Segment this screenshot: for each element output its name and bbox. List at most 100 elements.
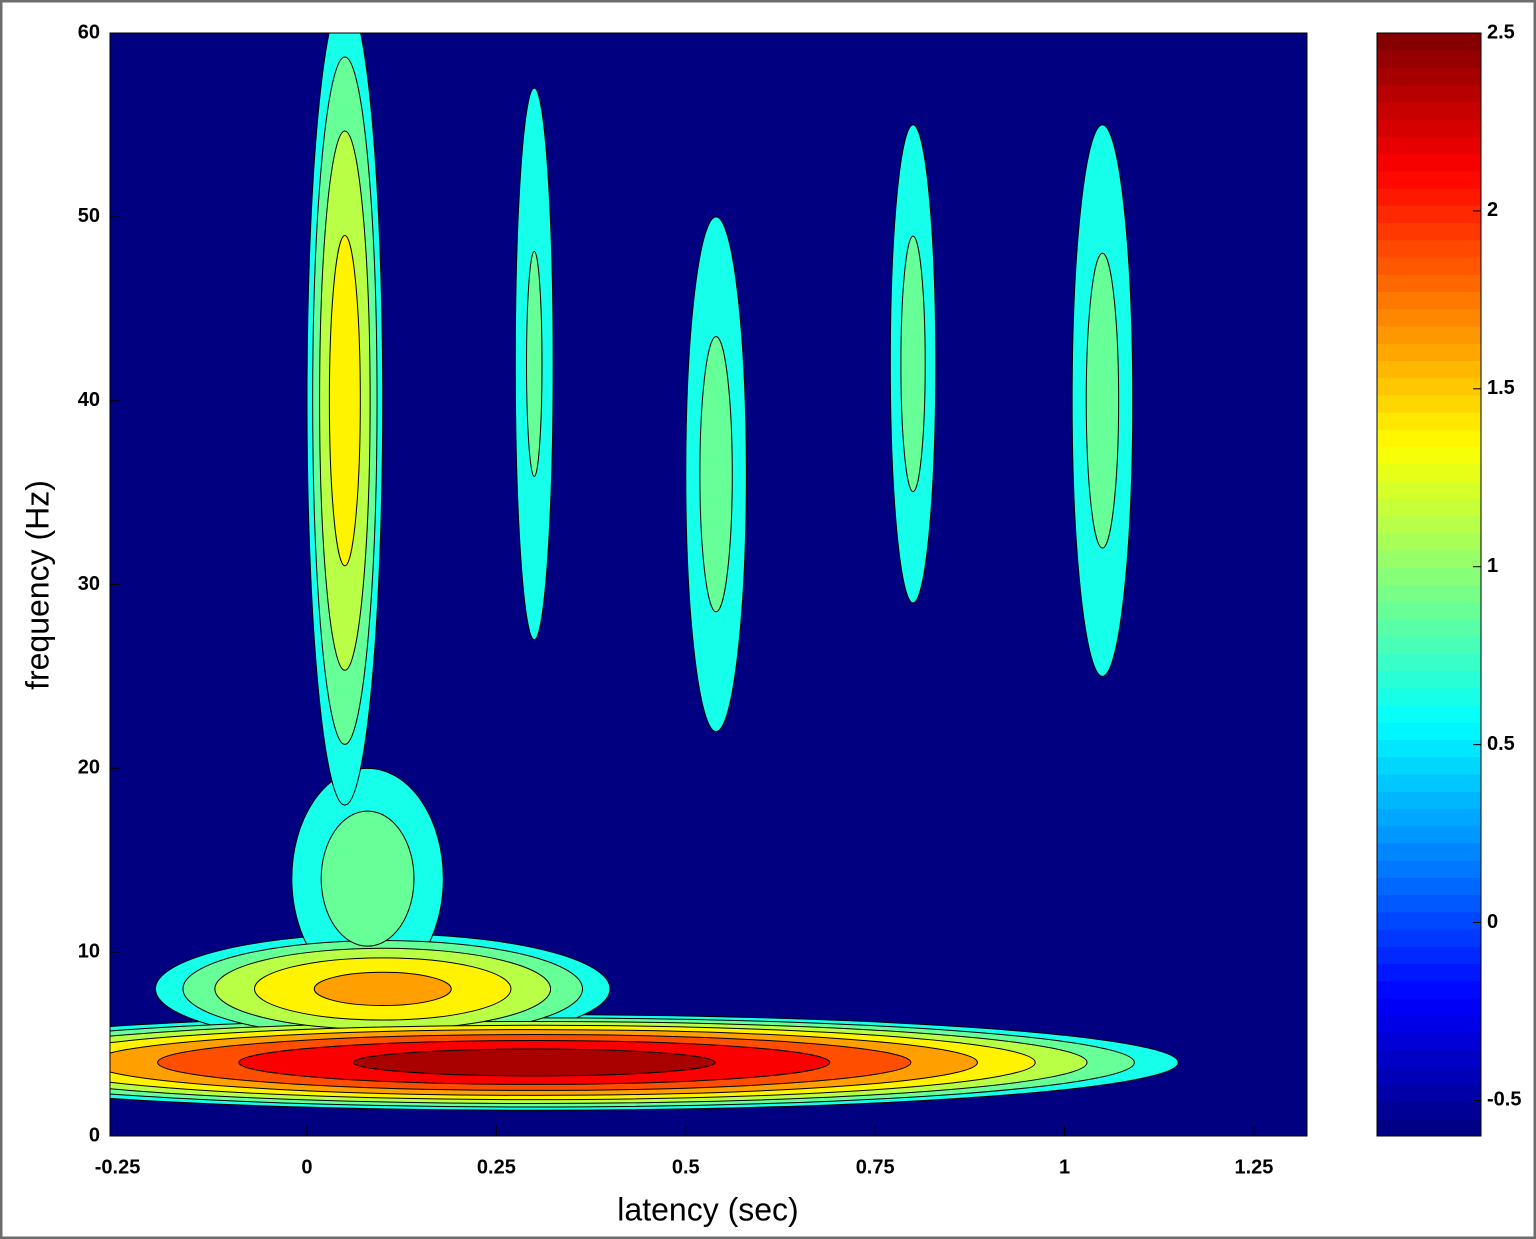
y-tick-label: 50: [78, 205, 100, 227]
colorbar-tick-label: 0: [1487, 911, 1498, 933]
colorbar-cell: [1377, 291, 1481, 310]
colorbar-cell: [1377, 946, 1481, 965]
colorbar-cell: [1377, 515, 1481, 534]
contour-region: [352, 1048, 716, 1077]
contour-region: [320, 810, 415, 947]
colorbar-cell: [1377, 808, 1481, 827]
y-tick-label: 60: [78, 21, 100, 43]
colorbar-cell: [1377, 101, 1481, 120]
colorbar-cell: [1377, 532, 1481, 551]
colorbar-cell: [1377, 188, 1481, 206]
contour-region: [328, 235, 361, 567]
x-tick-label: 0.25: [477, 1156, 516, 1178]
colorbar-cell: [1377, 929, 1481, 947]
colorbar-cell: [1377, 1118, 1481, 1137]
colorbar-cell: [1377, 825, 1481, 844]
y-axis-title: frequency (Hz): [19, 480, 55, 690]
contour-region: [313, 971, 452, 1007]
colorbar-cell: [1377, 343, 1481, 361]
colorbar-cell: [1377, 239, 1481, 258]
colorbar-frame: [1376, 32, 1482, 1137]
y-tick-label: 30: [78, 573, 100, 595]
colorbar-cell: [1377, 998, 1481, 1016]
x-tick-label: -0.25: [95, 1156, 141, 1178]
axes: -0.25 0 0.25 0.5 0.75 1 1.25 0 10 20 30 40 50 60: [78, 21, 1308, 1178]
contour-region: [900, 235, 926, 493]
colorbar-cell: [1377, 481, 1481, 499]
colorbar-cell: [1377, 722, 1481, 741]
colorbar-cell: [1377, 50, 1481, 68]
colorbar-cell: [1377, 894, 1481, 913]
x-tick-label: 1.25: [1234, 1156, 1273, 1178]
colorbar-cell: [1377, 1067, 1481, 1085]
colorbar-cell: [1377, 153, 1481, 172]
colorbar: -0.5 0 0.5 1 1.5 2 2.5: [1376, 21, 1521, 1137]
contour-region: [1085, 252, 1120, 549]
colorbar-tick-label: 1: [1487, 555, 1498, 577]
colorbar-cell: [1377, 412, 1481, 430]
colorbar-cell: [1377, 774, 1481, 792]
colorbar-cell: [1377, 1101, 1481, 1120]
x-tick-label: 0.75: [856, 1156, 895, 1178]
colorbar-cell: [1377, 205, 1481, 224]
colorbar-cell: [1377, 687, 1481, 706]
colorbar-cell: [1377, 308, 1481, 327]
colorbar-cell: [1377, 222, 1481, 241]
colorbar-cell: [1377, 1049, 1481, 1068]
colorbar-tick-label: 0.5: [1487, 733, 1515, 755]
x-tick-label: 0: [301, 1156, 312, 1178]
colorbar-cell: [1377, 618, 1481, 637]
colorbar-cell: [1377, 136, 1481, 155]
colorbar-cell: [1377, 601, 1481, 620]
colorbar-tick-label: 2: [1487, 199, 1498, 221]
colorbar-cell: [1377, 636, 1481, 654]
colorbar-cell: [1377, 33, 1481, 51]
colorbar-tick-label: 1.5: [1487, 377, 1515, 399]
colorbar-cell: [1377, 791, 1481, 810]
colorbar-cell: [1377, 498, 1481, 517]
y-tick-label: 40: [78, 389, 100, 411]
colorbar-cell: [1377, 1015, 1481, 1034]
colorbar-cell: [1377, 360, 1481, 379]
colorbar-cell: [1377, 877, 1481, 896]
y-tick-label: 0: [89, 1124, 100, 1146]
colorbar-cell: [1377, 1032, 1481, 1051]
colorbar-cell: [1377, 274, 1481, 293]
colorbar-cell: [1377, 84, 1481, 103]
colorbar-cell: [1377, 756, 1481, 775]
colorbar-cell: [1377, 653, 1481, 672]
colorbar-cell: [1377, 119, 1481, 137]
colorbar-cell: [1377, 567, 1481, 585]
contour-region: [526, 250, 543, 477]
colorbar-cell: [1377, 705, 1481, 723]
x-axis-title: latency (sec): [617, 1191, 798, 1227]
colorbar-cell: [1377, 170, 1481, 189]
colorbar-cell: [1377, 739, 1481, 758]
colorbar-cell: [1377, 67, 1481, 86]
x-tick-label: 0.5: [672, 1156, 700, 1178]
colorbar-cell: [1377, 911, 1481, 930]
colorbar-cell: [1377, 325, 1481, 344]
colorbar-cell: [1377, 860, 1481, 878]
contour-region: [699, 336, 733, 613]
colorbar-cell: [1377, 463, 1481, 482]
colorbar-cell: [1377, 446, 1481, 465]
y-tick-label: 10: [78, 940, 100, 962]
x-tick-label: 1: [1059, 1156, 1070, 1178]
colorbar-cell: [1377, 1084, 1481, 1103]
colorbar-cell: [1377, 670, 1481, 689]
plot-area: [110, 33, 1307, 1136]
colorbar-cell: [1377, 429, 1481, 448]
y-tick-label: 20: [78, 757, 100, 779]
colorbar-cell: [1377, 584, 1481, 603]
colorbar-tick-label: -0.5: [1487, 1089, 1521, 1111]
colorbar-cell: [1377, 257, 1481, 275]
colorbar-cell: [1377, 377, 1481, 396]
colorbar-tick-label: 2.5: [1487, 21, 1515, 43]
colorbar-cell: [1377, 394, 1481, 413]
colorbar-cell: [1377, 550, 1481, 568]
colorbar-cell: [1377, 843, 1481, 861]
colorbar-cell: [1377, 980, 1481, 999]
colorbar-cell: [1377, 963, 1481, 982]
